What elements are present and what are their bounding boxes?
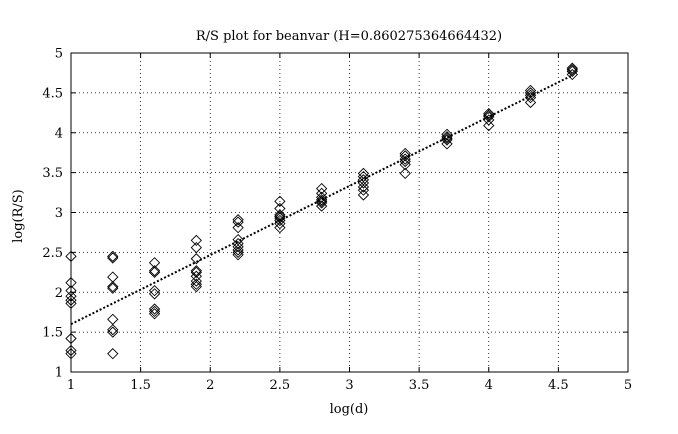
data-point-diamond <box>399 150 411 162</box>
data-point-diamond <box>441 131 453 143</box>
data-point-diamond <box>399 159 411 171</box>
data-point-diamond <box>148 285 161 297</box>
data-point-diamond <box>232 214 244 226</box>
y-tick-label: 4 <box>55 126 63 141</box>
y-tick-label: 4.5 <box>42 86 63 101</box>
data-point-diamond <box>190 253 202 265</box>
chart-title: R/S plot for beanvar (H=0.86027536466443… <box>196 29 502 44</box>
data-point-diamond <box>232 216 244 228</box>
data-point-diamond <box>524 92 537 104</box>
data-point-diamond <box>399 153 411 165</box>
x-tick-label: 2.5 <box>270 378 291 393</box>
data-point-diamond <box>316 191 328 203</box>
data-point-diamond <box>566 68 578 81</box>
y-tick-label: 2 <box>55 286 63 301</box>
data-point-diamond <box>316 182 328 195</box>
data-point-diamond <box>441 132 453 144</box>
x-tick-label: 5 <box>624 378 632 393</box>
data-point-diamond <box>148 266 161 278</box>
data-point-diamond <box>483 114 495 126</box>
data-point-diamond <box>148 303 161 315</box>
data-point-diamond <box>148 288 161 300</box>
y-tick-label: 2.5 <box>42 246 63 261</box>
x-tick-label: 1.5 <box>130 378 151 393</box>
y-tick-label: 3 <box>55 206 63 221</box>
data-point-diamond <box>107 250 119 262</box>
x-tick-label: 4.5 <box>548 378 569 393</box>
data-point-diamond <box>232 246 244 259</box>
data-point-diamond <box>274 222 286 234</box>
data-point-diamond <box>566 65 578 77</box>
data-point-diamond <box>274 210 286 223</box>
data-point-diamond <box>190 281 202 293</box>
data-point-diamond <box>483 111 495 123</box>
data-point-diamond <box>441 134 453 146</box>
data-point-diamond <box>357 184 370 196</box>
x-axis-label: log(d) <box>330 402 369 417</box>
data-point-diamond <box>232 244 244 256</box>
fit-line-layer <box>70 74 573 326</box>
data-point-diamond <box>316 194 328 206</box>
data-point-diamond <box>524 84 537 97</box>
data-point-diamond <box>190 266 202 278</box>
data-point-diamond <box>232 241 244 253</box>
data-point-diamond <box>190 241 202 254</box>
x-tick-label: 3.5 <box>409 378 430 393</box>
data-point-diamond <box>232 237 244 250</box>
data-point-diamond <box>232 249 244 261</box>
x-tick-label: 4 <box>485 378 493 393</box>
regression-line <box>70 74 573 326</box>
data-point-diamond <box>148 308 161 320</box>
data-point-diamond <box>148 265 161 277</box>
y-tick-label: 3.5 <box>42 166 63 181</box>
data-point-diamond <box>566 62 578 74</box>
data-point-diamond <box>107 282 119 294</box>
data-point-diamond <box>107 326 119 338</box>
data-point-diamond <box>107 252 119 264</box>
data-point-diamond <box>524 89 537 101</box>
data-point-diamond <box>316 197 328 209</box>
data-point-diamond <box>483 107 495 120</box>
data-point-diamond <box>316 195 328 207</box>
y-axis-label: log(R/S) <box>11 189 26 243</box>
data-point-diamond <box>107 281 119 293</box>
data-point-diamond <box>274 214 286 227</box>
x-tick-label: 2 <box>206 378 214 393</box>
x-tick-label: 3 <box>345 378 353 393</box>
data-point-diamond <box>274 209 286 221</box>
data-point-diamond <box>190 234 202 247</box>
data-point-diamond <box>441 138 453 150</box>
data-point-diamond <box>190 275 202 287</box>
data-point-diamond <box>190 278 202 290</box>
data-point-diamond <box>274 218 286 230</box>
data-point-diamond <box>107 348 119 360</box>
y-tick-label: 1 <box>55 366 63 381</box>
data-point-diamond <box>399 155 411 168</box>
data-point-diamond <box>107 324 119 336</box>
data-point-diamond <box>399 147 411 160</box>
data-point-diamond <box>524 96 537 109</box>
x-tick-label: 1 <box>67 378 75 393</box>
data-point-diamond <box>566 64 578 76</box>
data-point-diamond <box>399 167 411 180</box>
data-point-diamond <box>483 119 495 132</box>
data-point-diamond <box>357 177 370 189</box>
axis-ticks: 1 1.5 2 2.5 3 3.5 4 4.5 5 1 1.5 2 2.5 3 3.5 4 4.5 5 <box>42 47 632 394</box>
y-tick-label: 1.5 <box>42 326 63 341</box>
data-point-diamond <box>148 305 161 318</box>
data-point-diamond <box>357 181 370 193</box>
data-point-diamond <box>232 222 244 234</box>
data-point-diamond <box>357 189 370 201</box>
data-point-diamond <box>316 200 328 212</box>
data-point-diamond <box>274 195 286 207</box>
y-tick-label: 5 <box>55 47 63 62</box>
